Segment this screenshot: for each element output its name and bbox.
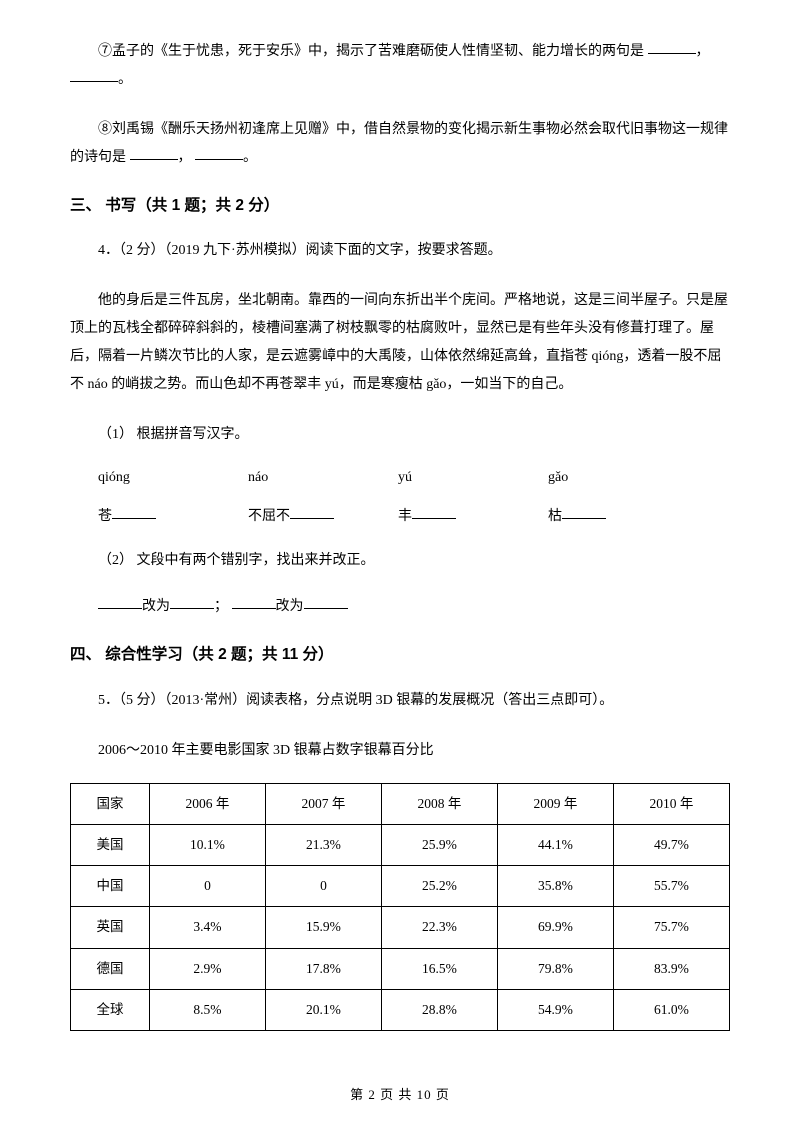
q7-text: ⑦孟子的《生于忧患，死于安乐》中，揭示了苦难磨砺使人性情坚韧、能力增长的两句是 (98, 44, 644, 59)
q4-passage: 他的身后是三件瓦房，坐北朝南。靠西的一间向东折出半个庑间。严格地说，这是三间半屋… (70, 287, 730, 399)
table-cell: 69.9% (497, 907, 613, 948)
q7-blank-1[interactable] (648, 40, 696, 54)
q8-blank-2[interactable] (195, 146, 243, 160)
table-cell: 25.2% (381, 866, 497, 907)
th-2: 2007 年 (265, 783, 381, 824)
q5-caption: 2006～2010 年主要电影国家 3D 银幕占数字银幕百分比 (70, 737, 730, 765)
change-label-2: 改为 (276, 599, 304, 614)
th-4: 2009 年 (497, 783, 613, 824)
table-cell: 49.7% (613, 824, 729, 865)
q7-end: 。 (118, 72, 132, 87)
table-cell: 8.5% (149, 989, 265, 1030)
table-body: 美国10.1%21.3%25.9%44.1%49.7%中国0025.2%35.8… (71, 824, 730, 1030)
table-cell: 83.9% (613, 948, 729, 989)
table-cell: 中国 (71, 866, 150, 907)
table-row: 中国0025.2%35.8%55.7% (71, 866, 730, 907)
page-footer: 第 2 页 共 10 页 (0, 1085, 800, 1105)
hanzi-2: 不屈不 (248, 506, 398, 527)
q4-stem: 4．（2 分）（2019 九下·苏州模拟）阅读下面的文字，按要求答题。 (70, 237, 730, 265)
table-row: 全球8.5%20.1%28.8%54.9%61.0% (71, 989, 730, 1030)
table-cell: 3.4% (149, 907, 265, 948)
hanzi-blank-4[interactable] (562, 505, 606, 519)
hanzi-3: 丰 (398, 506, 548, 527)
question-7: ⑦孟子的《生于忧患，死于安乐》中，揭示了苦难磨砺使人性情坚韧、能力增长的两句是 … (70, 38, 730, 94)
table-cell: 0 (149, 866, 265, 907)
table-row: 美国10.1%21.3%25.9%44.1%49.7% (71, 824, 730, 865)
correct-char-2[interactable] (304, 595, 348, 609)
q8-blank-1[interactable] (130, 146, 178, 160)
hanzi-row: 苍 不屈不 丰 枯 (98, 506, 730, 527)
q5-stem: 5．（5 分）（2013·常州）阅读表格，分点说明 3D 银幕的发展概况（答出三… (70, 687, 730, 715)
table-cell: 英国 (71, 907, 150, 948)
table-cell: 79.8% (497, 948, 613, 989)
table-cell: 10.1% (149, 824, 265, 865)
table-cell: 28.8% (381, 989, 497, 1030)
hanzi-blank-1[interactable] (112, 505, 156, 519)
wrong-char-2[interactable] (232, 595, 276, 609)
hanzi-blank-3[interactable] (412, 505, 456, 519)
table-cell: 15.9% (265, 907, 381, 948)
hanzi-4: 枯 (548, 506, 698, 527)
pinyin-row: qióng náo yú gǎo (98, 467, 730, 488)
th-5: 2010 年 (613, 783, 729, 824)
pinyin-3: yú (398, 467, 548, 488)
data-table: 国家 2006 年 2007 年 2008 年 2009 年 2010 年 美国… (70, 783, 730, 1032)
table-cell: 75.7% (613, 907, 729, 948)
table-cell: 22.3% (381, 907, 497, 948)
wrong-char-1[interactable] (98, 595, 142, 609)
table-cell: 61.0% (613, 989, 729, 1030)
q8-sep: ， (178, 150, 192, 165)
pinyin-1: qióng (98, 467, 248, 488)
pinyin-4: gǎo (548, 467, 698, 488)
q7-sep: ， (696, 44, 710, 59)
correct-char-1[interactable] (170, 595, 214, 609)
table-cell: 全球 (71, 989, 150, 1030)
th-0: 国家 (71, 783, 150, 824)
table-cell: 20.1% (265, 989, 381, 1030)
table-cell: 54.9% (497, 989, 613, 1030)
hanzi-1: 苍 (98, 506, 248, 527)
q4-sub2: （2） 文段中有两个错别字，找出来并改正。 (70, 547, 730, 575)
th-3: 2008 年 (381, 783, 497, 824)
table-cell: 17.8% (265, 948, 381, 989)
q4-sub1: （1） 根据拼音写汉字。 (70, 421, 730, 449)
table-cell: 55.7% (613, 866, 729, 907)
table-cell: 0 (265, 866, 381, 907)
table-cell: 16.5% (381, 948, 497, 989)
table-cell: 2.9% (149, 948, 265, 989)
q8-end: 。 (243, 150, 257, 165)
question-8: ⑧刘禹锡《酬乐天扬州初逢席上见赠》中，借自然景物的变化揭示新生事物必然会取代旧事… (70, 116, 730, 172)
table-cell: 21.3% (265, 824, 381, 865)
section-3-heading: 三、 书写（共 1 题；共 2 分） (70, 194, 730, 217)
change-label-1: 改为 (142, 599, 170, 614)
section-4-heading: 四、 综合性学习（共 2 题；共 11 分） (70, 643, 730, 666)
table-row: 德国2.9%17.8%16.5%79.8%83.9% (71, 948, 730, 989)
th-1: 2006 年 (149, 783, 265, 824)
hanzi-blank-2[interactable] (290, 505, 334, 519)
q4-correction: 改为 ； 改为 (70, 593, 730, 621)
q7-blank-2[interactable] (70, 68, 118, 82)
table-cell: 25.9% (381, 824, 497, 865)
table-cell: 35.8% (497, 866, 613, 907)
table-row: 英国3.4%15.9%22.3%69.9%75.7% (71, 907, 730, 948)
semi: ； (214, 599, 228, 614)
table-cell: 美国 (71, 824, 150, 865)
table-header-row: 国家 2006 年 2007 年 2008 年 2009 年 2010 年 (71, 783, 730, 824)
table-cell: 44.1% (497, 824, 613, 865)
pinyin-2: náo (248, 467, 398, 488)
table-cell: 德国 (71, 948, 150, 989)
